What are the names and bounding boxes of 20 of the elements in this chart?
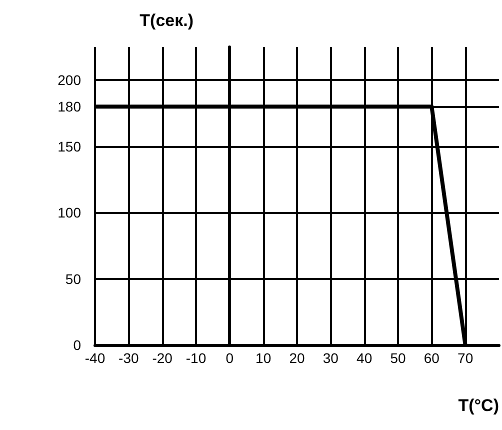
x-tick-label: 50 — [390, 350, 406, 366]
y-tick-label: 0 — [73, 337, 82, 353]
x-tick-label: 30 — [322, 350, 339, 366]
x-tick-label: 20 — [289, 350, 305, 366]
x-tick-label: 70 — [458, 350, 474, 366]
x-tick-label: 40 — [356, 350, 372, 366]
y-tick-label: 150 — [58, 138, 82, 154]
x-tick-label: -40 — [84, 350, 106, 366]
x-tick-label: 60 — [424, 350, 440, 366]
x-axis-title: T(°C) — [458, 396, 499, 415]
y-axis-title: T(сек.) — [140, 11, 194, 30]
x-tick-label: -30 — [118, 350, 139, 366]
x-tick-label: 10 — [256, 350, 272, 366]
x-tick-label: 0 — [226, 350, 234, 366]
y-tick-label: 200 — [58, 72, 82, 88]
y-tick-label: 50 — [65, 270, 82, 287]
x-tick-label: -10 — [186, 350, 206, 366]
y-tick-label: 180 — [58, 98, 82, 115]
y-tick-label: 100 — [58, 204, 82, 221]
x-tick-label: -20 — [152, 350, 173, 366]
